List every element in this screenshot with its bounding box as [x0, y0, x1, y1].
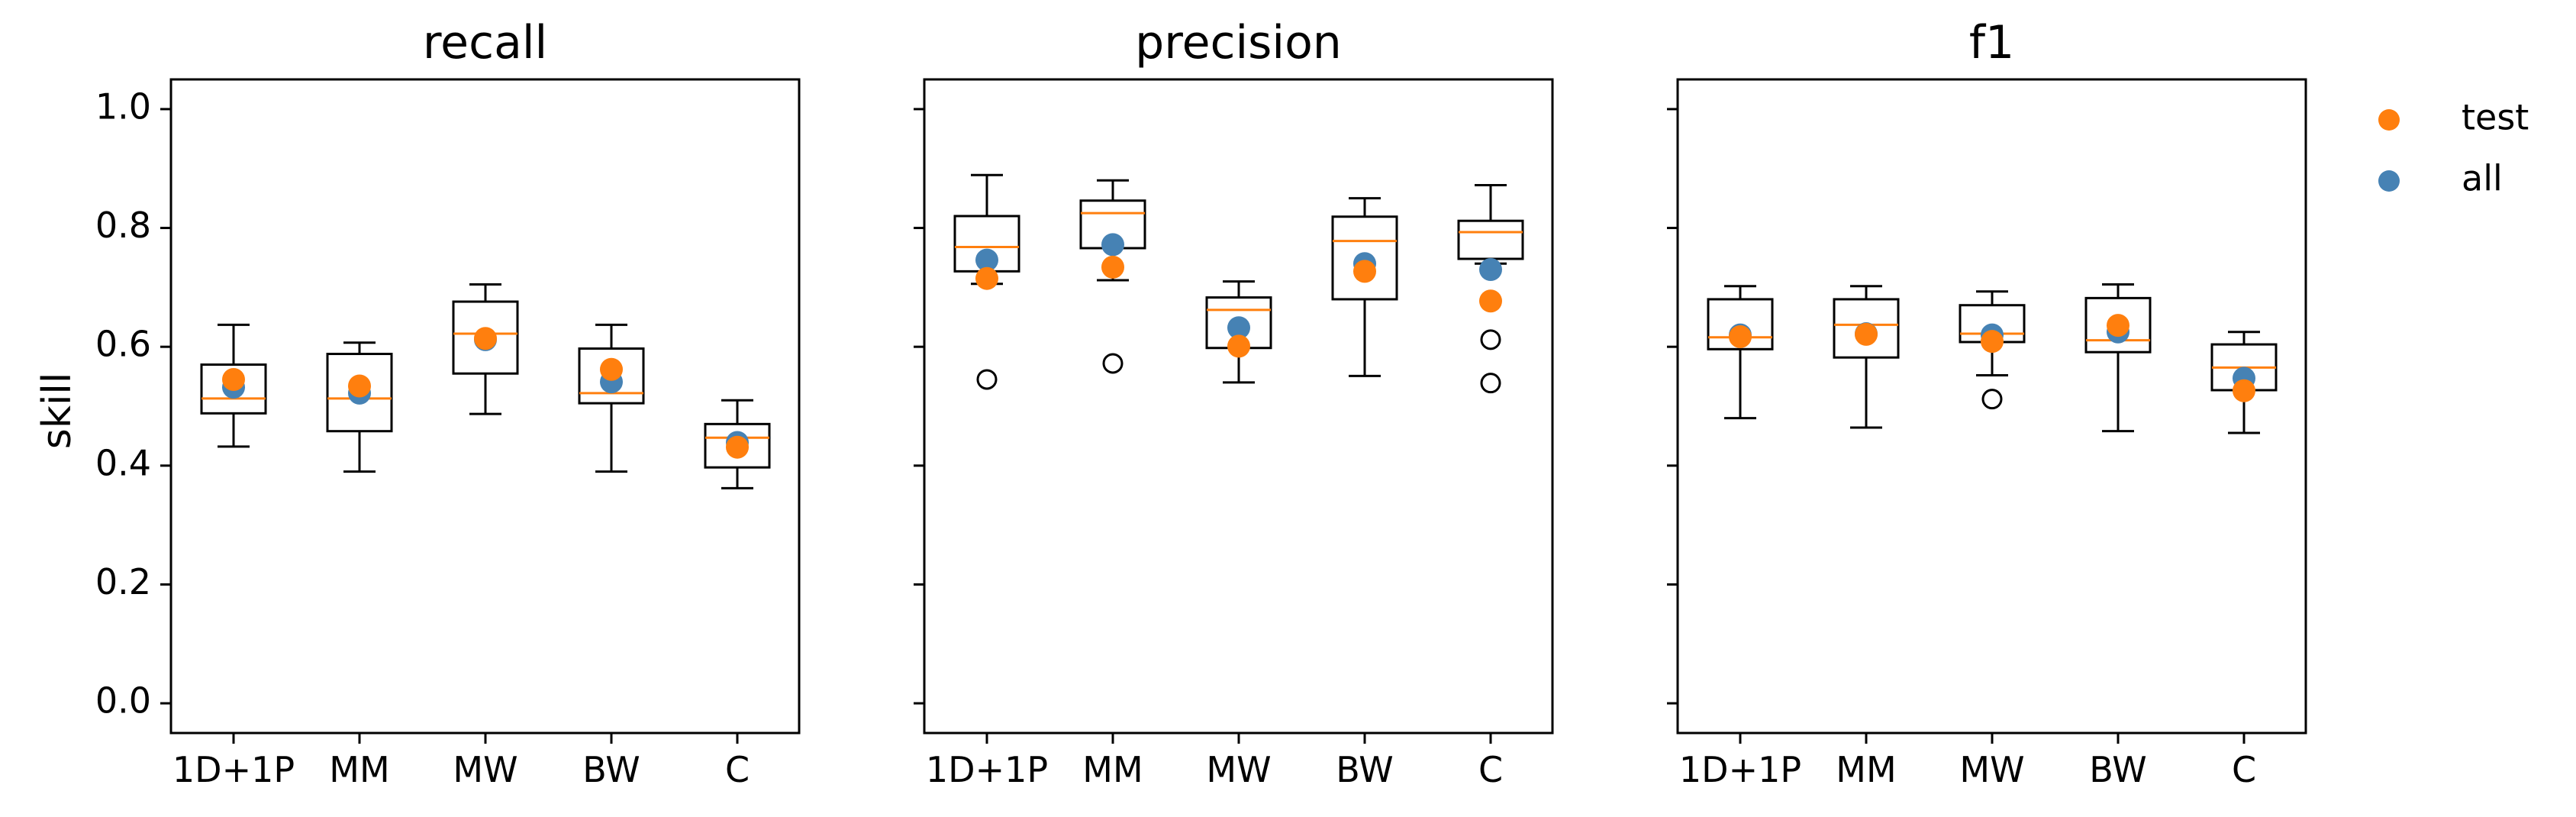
box-c	[1457, 219, 1524, 260]
y-tick-label: 0.6	[95, 324, 151, 365]
panel-title-precision: precision	[1135, 16, 1342, 69]
box-1d-1p	[200, 363, 267, 415]
y-tick-label: 1.0	[95, 86, 151, 127]
point-test-bw	[600, 357, 623, 381]
x-tick-label-mm: MM	[1082, 749, 1143, 790]
box-bw	[1331, 215, 1398, 301]
flier-point	[1981, 389, 2003, 410]
legend: test all	[2378, 97, 2529, 199]
point-all-mw	[1227, 316, 1250, 340]
y-axis-label: skill	[34, 373, 80, 450]
point-test-mm	[1101, 255, 1124, 279]
panel-title-recall: recall	[423, 16, 547, 69]
point-test-mm	[348, 374, 371, 398]
point-test-bw	[1353, 260, 1376, 283]
flier-point	[1480, 329, 1501, 350]
x-tick-label-mw: MW	[453, 749, 517, 790]
flier-point	[1102, 353, 1124, 374]
point-test-c	[1479, 289, 1502, 313]
y-tick-label: 0.4	[95, 442, 151, 483]
x-tick-label-c: C	[1478, 749, 1503, 790]
x-tick-label-bw: BW	[582, 749, 640, 790]
legend-label-all: all	[2462, 158, 2503, 199]
point-test-mm	[1855, 322, 1878, 346]
plot-frame	[923, 78, 1554, 735]
x-tick-label-1d-1p: 1D+1P	[926, 749, 1048, 790]
x-tick-label-mw: MW	[1206, 749, 1271, 790]
box-bw	[2084, 296, 2152, 354]
flier-point	[976, 369, 998, 390]
box-mw	[452, 300, 519, 375]
flier-point	[1480, 373, 1501, 394]
plot-frame	[1676, 78, 2307, 735]
y-tick-label: 0.2	[95, 561, 151, 602]
legend-label-test: test	[2462, 97, 2529, 138]
x-tick-label-1d-1p: 1D+1P	[1679, 749, 1801, 790]
x-tick-label-c: C	[2232, 749, 2256, 790]
y-tick-label: 0.8	[95, 205, 151, 246]
point-test-mw	[1227, 334, 1250, 358]
legend-marker-all	[2378, 170, 2400, 192]
x-tick-label-mm: MM	[329, 749, 389, 790]
y-tick-label: 0.0	[95, 680, 151, 722]
point-test-c	[2233, 379, 2255, 402]
legend-marker-test	[2378, 109, 2400, 131]
x-tick-label-bw: BW	[2089, 749, 2146, 790]
x-tick-label-bw: BW	[1336, 749, 1393, 790]
box-mm	[326, 353, 393, 433]
box-1d-1p	[1707, 298, 1774, 350]
point-test-c	[726, 435, 749, 459]
x-tick-label-mm: MM	[1836, 749, 1896, 790]
point-all-1d-1p	[975, 248, 998, 272]
panel-precision: precision 1D+1P MM MW BW C	[914, 16, 1554, 790]
point-all-mm	[1101, 233, 1124, 257]
panel-recall: recall 0.0 0.2 0.4 0.6 0.8 1.0 1D+1P MM MW BW C	[95, 16, 801, 790]
x-tick-label-mw: MW	[1959, 749, 2024, 790]
point-test-bw	[2107, 314, 2129, 337]
point-test-1d-1p	[975, 266, 998, 290]
x-tick-label-1d-1p: 1D+1P	[172, 749, 295, 790]
point-test-mw	[474, 327, 497, 350]
point-test-1d-1p	[222, 367, 245, 391]
box-mm	[1833, 298, 1900, 359]
box-bw	[578, 347, 645, 405]
point-test-1d-1p	[1729, 325, 1752, 348]
x-tick-label-c: C	[725, 749, 750, 790]
point-all-c	[1479, 258, 1502, 282]
panel-title-f1: f1	[1969, 16, 2014, 69]
box-c	[704, 422, 771, 469]
panel-f1: f1 1D+1P MM MW BW C	[1667, 16, 2307, 790]
point-test-mw	[1981, 330, 2004, 354]
